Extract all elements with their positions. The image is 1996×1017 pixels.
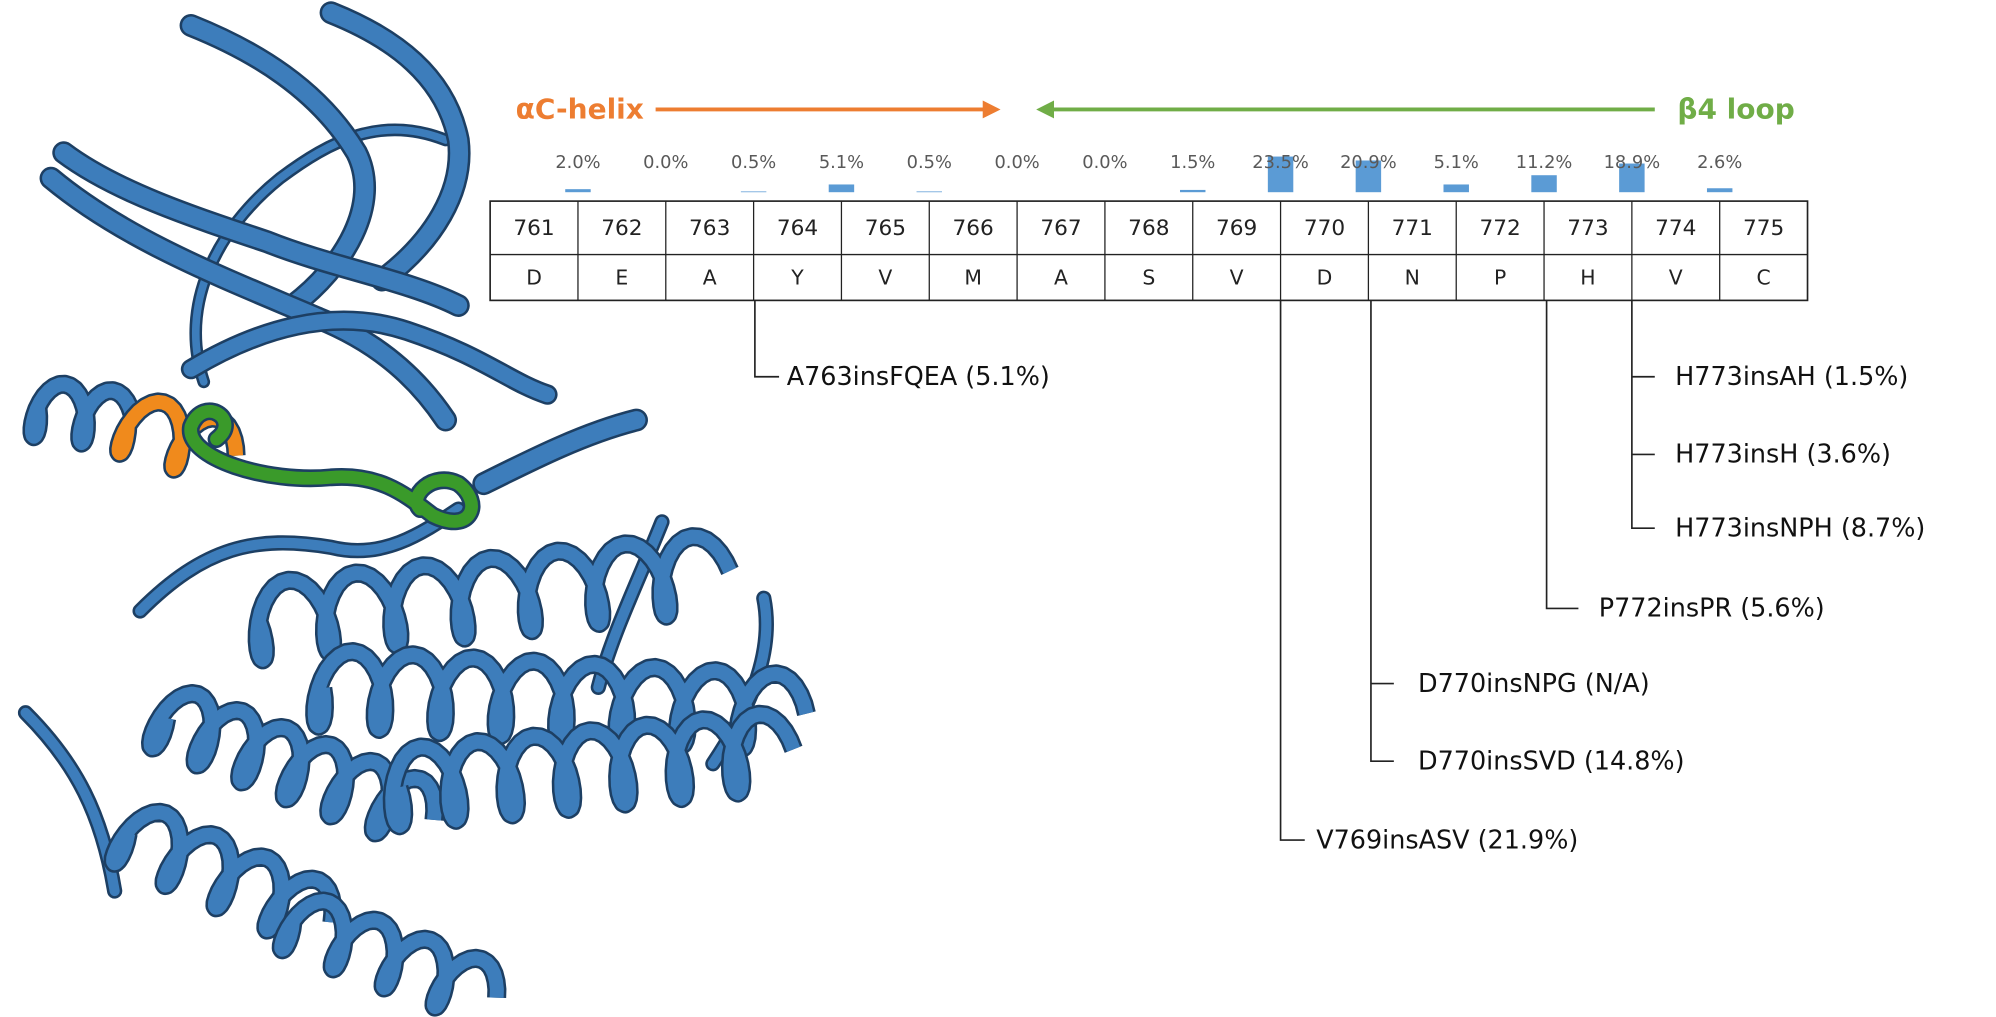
- insertion-label: V769insASV (21.9%): [1316, 825, 1578, 855]
- connector: [1631, 300, 1655, 530]
- value-label: 2.6%: [1697, 152, 1742, 173]
- table-border: [489, 200, 1809, 302]
- residue-letter: N: [1405, 266, 1420, 290]
- residue-letter: P: [1494, 266, 1506, 290]
- residue-letter: M: [964, 266, 982, 290]
- residue-number: 766: [953, 216, 994, 241]
- bar: [1619, 163, 1645, 193]
- strand: [42, 169, 455, 429]
- insertion-label: H773insNPH (8.7%): [1675, 514, 1925, 544]
- bar: [565, 189, 591, 193]
- residue-letter: V: [1230, 266, 1244, 290]
- strand: [322, 3, 469, 289]
- bar: [740, 191, 767, 193]
- strand: [184, 405, 478, 528]
- region-label: β4 loop: [1677, 93, 1794, 126]
- residue-letter: S: [1142, 266, 1155, 290]
- value-label: 18.9%: [1604, 152, 1661, 173]
- insertion-label: A763insFQEA (5.1%): [787, 362, 1050, 392]
- strand: [183, 313, 556, 403]
- value-label: 11.2%: [1516, 152, 1573, 173]
- residue-letter: H: [1580, 266, 1595, 290]
- strand: [474, 411, 646, 493]
- value-label: 0.0%: [1082, 152, 1127, 173]
- residue-letter: E: [615, 266, 628, 290]
- helix: [307, 644, 814, 756]
- connector: [1545, 300, 1579, 610]
- value-label: 20.9%: [1340, 152, 1397, 173]
- residue-letter: V: [1669, 266, 1683, 290]
- value-label: 23.5%: [1252, 152, 1309, 173]
- residue-number: 763: [689, 216, 730, 241]
- arrowhead: [1036, 100, 1055, 119]
- strand: [192, 125, 450, 386]
- value-label: 0.0%: [994, 152, 1039, 173]
- strand: [135, 504, 464, 617]
- value-label: 0.0%: [643, 152, 688, 173]
- strand-outline: [17, 705, 123, 899]
- residue-number: 774: [1655, 216, 1696, 241]
- residue-number: 768: [1128, 216, 1169, 241]
- residue-letter: Y: [790, 266, 804, 290]
- connectors: [754, 300, 1655, 841]
- bar: [1706, 188, 1733, 193]
- residue-letter: V: [878, 266, 892, 290]
- connector: [754, 300, 780, 378]
- strand: [20, 707, 120, 897]
- residue-number: 770: [1304, 216, 1345, 241]
- value-label: 5.1%: [1434, 152, 1479, 173]
- insertion-label: D770insSVD (14.8%): [1418, 746, 1684, 776]
- residue-number: 764: [777, 216, 818, 241]
- residue-letter: D: [1317, 266, 1333, 290]
- arrowhead: [982, 100, 1001, 119]
- helix: [25, 377, 141, 451]
- residue-number: 771: [1392, 216, 1433, 241]
- value-label: 0.5%: [907, 152, 952, 173]
- residue-letter: A: [703, 266, 717, 290]
- protein-structure: [17, 1, 816, 1017]
- insertion-label: P772insPR (5.6%): [1599, 594, 1825, 624]
- value-label: 0.5%: [731, 152, 776, 173]
- helix: [250, 529, 737, 667]
- residue-number: 772: [1479, 216, 1520, 241]
- residue-number: 769: [1216, 216, 1257, 241]
- residue-letter: D: [526, 266, 542, 290]
- helix: [274, 894, 504, 1015]
- value-label: 2.0%: [555, 152, 600, 173]
- helix: [106, 805, 340, 938]
- bar: [1355, 160, 1382, 193]
- bar: [1267, 156, 1294, 193]
- residue-letter: C: [1757, 266, 1771, 290]
- helix: [385, 707, 801, 833]
- connector: [1370, 300, 1394, 762]
- residue-number: 767: [1040, 216, 1081, 241]
- value-label: 1.5%: [1170, 152, 1215, 173]
- bar: [1443, 184, 1469, 193]
- insertion-label: H773insH (3.6%): [1675, 440, 1891, 470]
- residue-number: 773: [1567, 216, 1608, 241]
- residue-number: 775: [1743, 216, 1784, 241]
- residue-number: 762: [601, 216, 642, 241]
- region-label: αC-helix: [516, 93, 644, 126]
- insertion-label: D770insNPG (N/A): [1418, 669, 1650, 699]
- strand: [54, 143, 468, 315]
- bar: [828, 184, 855, 193]
- residue-letter: A: [1054, 266, 1068, 290]
- value-label: 5.1%: [819, 152, 864, 173]
- insertion-label: H773insAH (1.5%): [1675, 362, 1908, 392]
- bar: [1180, 189, 1206, 193]
- bar: [1531, 175, 1557, 193]
- bar: [916, 191, 942, 193]
- connector: [1279, 300, 1305, 841]
- residue-number: 761: [513, 216, 554, 241]
- residue-number: 765: [865, 216, 906, 241]
